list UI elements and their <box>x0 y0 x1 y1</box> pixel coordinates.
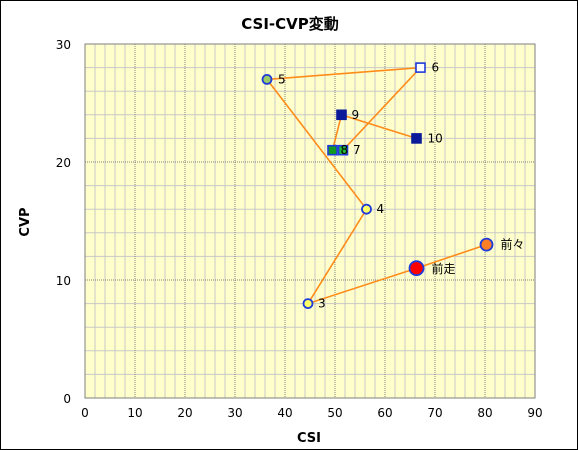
plot-background <box>85 44 535 398</box>
y-tick-label: 20 <box>56 156 71 170</box>
point-9 <box>336 109 347 121</box>
point-label-4: 4 <box>377 202 385 216</box>
point-label-6: 6 <box>432 61 440 75</box>
point-3 <box>302 298 314 310</box>
point-label-7: 7 <box>353 143 361 157</box>
chart-title: CSI-CVP変動 <box>241 15 339 33</box>
point-label-3: 3 <box>318 297 326 311</box>
x-tick-label: 90 <box>527 406 542 420</box>
x-axis-title: CSI <box>297 431 321 446</box>
y-tick-label: 30 <box>56 38 71 52</box>
point-label-8: 8 <box>341 143 349 157</box>
point-5 <box>261 74 273 85</box>
point-7 <box>337 144 349 156</box>
x-tick-label: 60 <box>377 406 392 420</box>
point-label-9: 9 <box>352 108 360 122</box>
x-tick-label: 10 <box>127 406 142 420</box>
point-6 <box>415 62 426 73</box>
point-label-前々: 前々 <box>501 237 525 252</box>
x-tick-label: 50 <box>327 406 342 420</box>
point-前走 <box>408 260 425 277</box>
x-tick-label: 70 <box>427 406 442 420</box>
series-path <box>265 66 487 306</box>
point-8 <box>327 144 338 156</box>
point-label-前走: 前走 <box>432 261 456 276</box>
point-10 <box>411 133 422 144</box>
point-label-10: 10 <box>428 131 443 145</box>
x-tick-label: 40 <box>277 406 292 420</box>
point-label-5: 5 <box>278 72 286 86</box>
x-tick-label: 30 <box>227 406 242 420</box>
x-tick-label: 20 <box>177 406 192 420</box>
y-tick-label: 10 <box>56 274 71 288</box>
point-前々 <box>479 237 494 252</box>
y-axis-title: CVP <box>18 207 33 236</box>
point-4 <box>361 203 372 215</box>
plot-border <box>84 43 536 399</box>
x-tick-label: 80 <box>477 406 492 420</box>
x-tick-label: 0 <box>81 406 89 420</box>
y-tick-label: 0 <box>63 392 71 406</box>
